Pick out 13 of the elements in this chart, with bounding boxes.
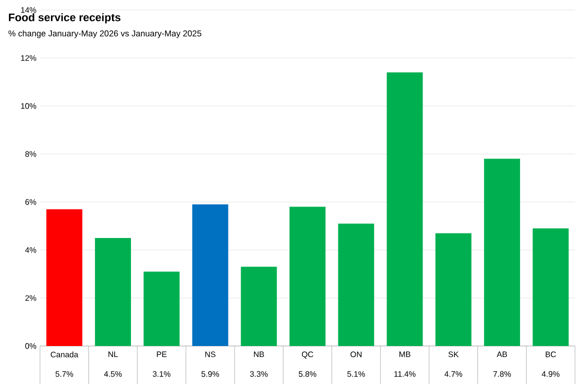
bar — [192, 204, 228, 346]
chart-title: Food service receipts — [8, 13, 120, 24]
bar — [338, 224, 374, 346]
bar — [94, 238, 131, 346]
bar — [240, 266, 277, 346]
bar — [532, 228, 569, 346]
bar — [435, 233, 472, 346]
bar — [386, 72, 423, 346]
bar — [484, 158, 520, 346]
bar — [46, 209, 82, 346]
text: % change January-May 2026 vs January-May 2025 — [8, 30, 202, 38]
bar — [290, 206, 326, 346]
bar — [144, 272, 180, 346]
